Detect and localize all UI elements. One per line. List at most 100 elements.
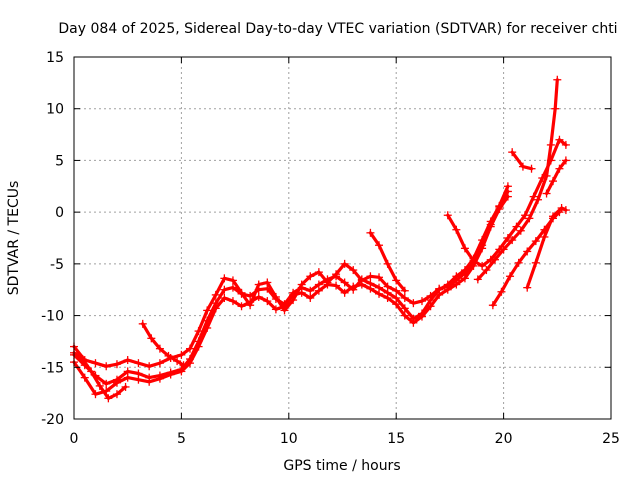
data-point bbox=[460, 274, 469, 283]
data-point bbox=[409, 318, 418, 327]
data-point bbox=[254, 292, 263, 301]
data-point bbox=[237, 289, 246, 298]
x-axis-label: GPS time / hours bbox=[283, 458, 400, 474]
data-point bbox=[306, 286, 315, 295]
data-point bbox=[506, 272, 515, 281]
axis-ticks: 0 5 10 15 20 25 -20 -15 -10 -5 0 5 10 15 bbox=[41, 50, 620, 447]
data-point bbox=[529, 192, 538, 201]
data-point bbox=[557, 204, 566, 213]
data-point bbox=[383, 259, 392, 268]
data-point bbox=[314, 268, 323, 277]
y-tick-label: -5 bbox=[50, 257, 64, 273]
y-tick-label: 0 bbox=[55, 205, 64, 221]
data-point bbox=[173, 357, 182, 366]
data-point bbox=[531, 258, 540, 267]
data-point bbox=[134, 375, 143, 384]
data-point bbox=[177, 350, 186, 359]
data-point bbox=[409, 299, 418, 308]
series-trace-5 bbox=[70, 348, 130, 403]
data-point bbox=[166, 370, 175, 379]
y-tick-label: 10 bbox=[46, 102, 64, 118]
data-point bbox=[271, 305, 280, 314]
data-point bbox=[533, 195, 542, 204]
data-point bbox=[112, 390, 121, 399]
x-tick-label: 15 bbox=[387, 431, 405, 447]
data-point bbox=[375, 241, 384, 250]
data-point bbox=[473, 275, 482, 284]
data-point bbox=[400, 293, 409, 302]
series-trace-10 bbox=[523, 204, 570, 292]
data-point bbox=[211, 304, 220, 313]
data-point bbox=[228, 283, 237, 292]
chart-title: Day 084 of 2025, Sidereal Day-to-day VTE… bbox=[58, 21, 617, 37]
data-point bbox=[460, 266, 469, 275]
data-point bbox=[237, 302, 246, 311]
data-point bbox=[523, 247, 532, 256]
data-point bbox=[549, 177, 558, 186]
data-point bbox=[314, 286, 323, 295]
series-trace-line bbox=[476, 78, 559, 281]
data-point bbox=[375, 273, 384, 282]
data-point bbox=[512, 222, 521, 231]
data-point bbox=[280, 302, 289, 311]
data-point bbox=[306, 293, 315, 302]
data-point bbox=[443, 285, 452, 294]
plot-frame bbox=[73, 56, 612, 420]
data-point bbox=[366, 272, 375, 281]
series-trace-11 bbox=[542, 156, 570, 198]
data-point bbox=[95, 381, 104, 390]
series-trace-line bbox=[545, 158, 568, 196]
data-point bbox=[495, 205, 504, 214]
data-point bbox=[357, 280, 366, 289]
data-point bbox=[542, 171, 551, 180]
data-point bbox=[452, 272, 461, 281]
data-point bbox=[138, 319, 147, 328]
data-point bbox=[392, 276, 401, 285]
data-point bbox=[540, 232, 549, 241]
data-point bbox=[555, 164, 564, 173]
data-point bbox=[383, 293, 392, 302]
data-point bbox=[527, 164, 536, 173]
data-point bbox=[482, 266, 491, 275]
data-point bbox=[147, 334, 156, 343]
y-tick-label: -10 bbox=[41, 309, 64, 325]
data-point bbox=[549, 212, 558, 221]
data-point bbox=[246, 298, 255, 307]
data-point bbox=[561, 156, 570, 165]
y-tick-label: -15 bbox=[41, 360, 64, 376]
data-point bbox=[366, 284, 375, 293]
data-point bbox=[518, 162, 527, 171]
data-point bbox=[531, 237, 540, 246]
data-point bbox=[263, 284, 272, 293]
data-point bbox=[78, 355, 87, 364]
series-trace-line bbox=[72, 189, 510, 368]
data-point bbox=[555, 135, 564, 144]
series-trace-12 bbox=[508, 148, 536, 173]
data-point bbox=[121, 382, 130, 391]
y-tick-label: -20 bbox=[41, 412, 64, 428]
x-tick-label: 10 bbox=[280, 431, 298, 447]
data-point bbox=[349, 266, 358, 275]
data-point bbox=[134, 359, 143, 368]
y-tick-label: 15 bbox=[46, 50, 64, 66]
series-trace-6 bbox=[366, 228, 409, 295]
data-point bbox=[503, 234, 512, 242]
data-point bbox=[123, 373, 132, 382]
data-point bbox=[392, 286, 401, 295]
data-point bbox=[306, 272, 315, 281]
data-point bbox=[220, 293, 229, 302]
data-point bbox=[426, 302, 435, 311]
data-point bbox=[392, 300, 401, 309]
data-point bbox=[220, 285, 229, 294]
data-point bbox=[443, 211, 452, 220]
data-point bbox=[469, 256, 478, 265]
data-point bbox=[164, 351, 173, 360]
series-trace-2 bbox=[70, 182, 512, 388]
data-point bbox=[542, 189, 551, 198]
data-point bbox=[340, 278, 349, 287]
y-axis-label: SDTVAR / TECUs bbox=[6, 181, 22, 296]
data-point bbox=[332, 272, 341, 281]
data-point bbox=[91, 390, 100, 399]
data-point bbox=[203, 323, 212, 332]
